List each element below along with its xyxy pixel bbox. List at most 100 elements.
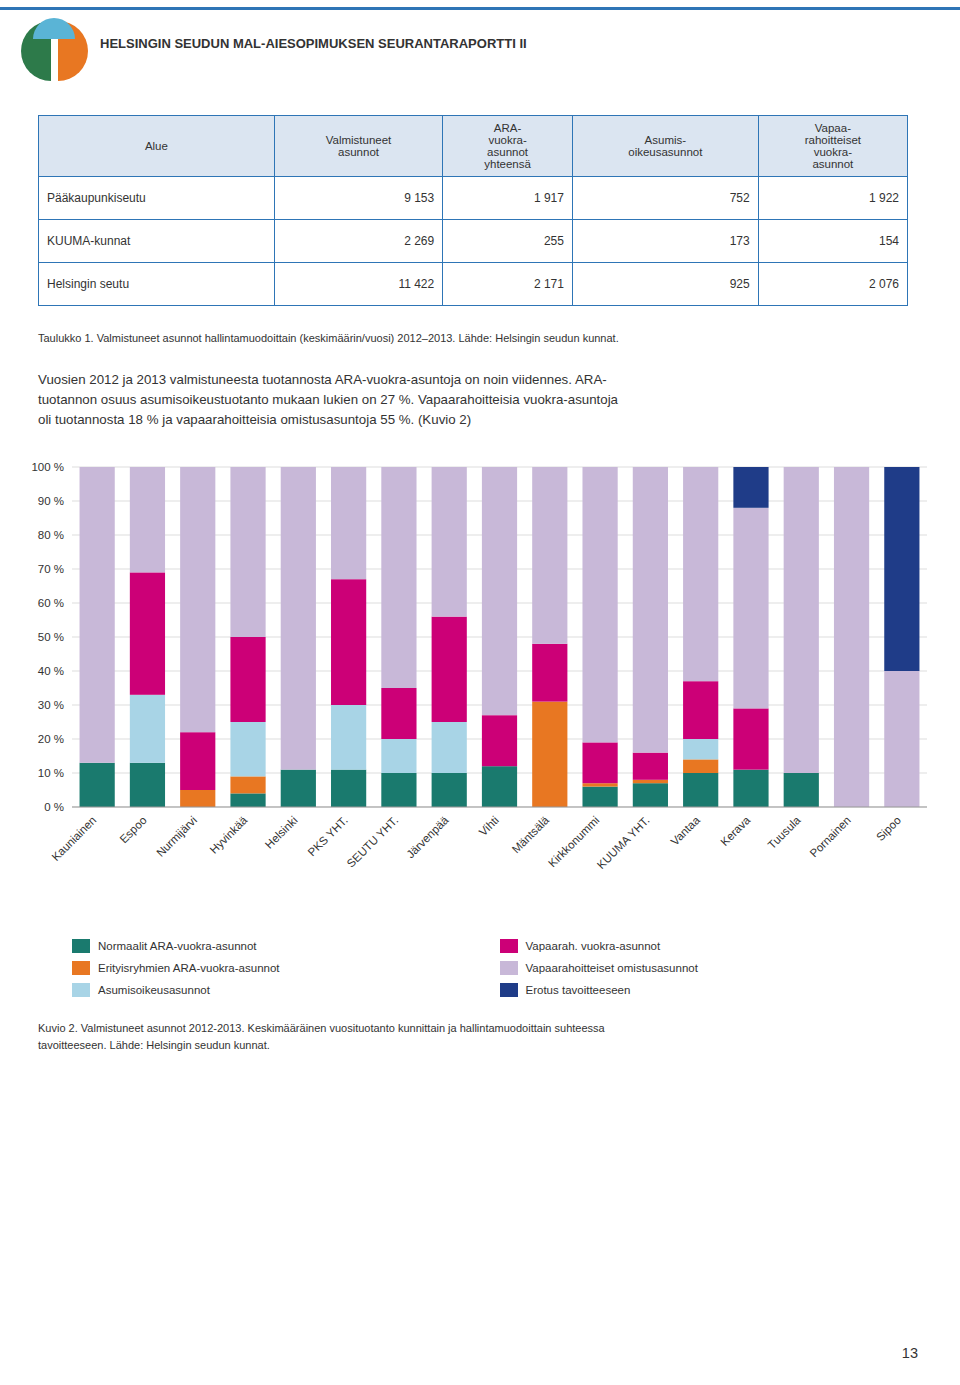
- bar-segment: [281, 770, 316, 807]
- bar-segment: [482, 766, 517, 807]
- table-row: AlueValmistuneet asunnotARA- vuokra- asu…: [39, 116, 908, 177]
- bar-segment: [683, 681, 718, 739]
- x-tick-label: Espoo: [117, 814, 149, 846]
- logo-part: [33, 18, 75, 39]
- table-cell: 11 422: [274, 263, 442, 306]
- bar-segment: [180, 467, 215, 468]
- bar-segment: [784, 467, 819, 773]
- bar-segment: [80, 763, 115, 807]
- table-cell: 2 076: [758, 263, 907, 306]
- bar-segment: [683, 467, 718, 468]
- grid: [72, 467, 927, 807]
- x-tick-label: Kirkkonummi: [546, 814, 601, 869]
- legend-label: Erityisryhmien ARA-vuokra-asunnot: [98, 962, 280, 974]
- x-tick-label: Hyvinkää: [208, 814, 250, 856]
- bar-segment: [381, 467, 416, 688]
- x-tick-label: Vantaa: [668, 814, 702, 848]
- bar-segment: [582, 467, 617, 468]
- bar-segment: [180, 790, 215, 807]
- table-row: KUUMA-kunnat2 269255173154: [39, 220, 908, 263]
- legend-label: Asumisoikeusasunnot: [98, 984, 210, 996]
- bar-segment: [331, 579, 366, 705]
- bar-segment: [582, 787, 617, 807]
- x-tick-label: SEUTU YHT.: [345, 814, 401, 870]
- bar-segment: [733, 708, 768, 769]
- x-tick-label: Vihti: [477, 814, 501, 838]
- y-tick-label: 80 %: [38, 529, 64, 541]
- legend-swatch: [72, 961, 90, 975]
- bar-segment: [381, 467, 416, 468]
- bar-segment: [381, 739, 416, 773]
- y-tick-label: 0 %: [44, 801, 64, 813]
- bar-segment: [482, 467, 517, 468]
- paragraph: Vuosien 2012 ja 2013 valmistuneesta tuot…: [38, 370, 918, 430]
- table-cell: 255: [443, 220, 573, 263]
- bar-segment: [381, 773, 416, 807]
- y-tick-label: 90 %: [38, 495, 64, 507]
- bar-segment: [884, 671, 919, 807]
- bar-segment: [482, 467, 517, 715]
- y-tick-label: 70 %: [38, 563, 64, 575]
- table-cell: Helsingin seutu: [39, 263, 275, 306]
- x-tick-label: PKS YHT.: [306, 814, 350, 858]
- bar-segment: [733, 467, 768, 508]
- legend-item: Asumisoikeusasunnot: [72, 979, 500, 1001]
- bar-segment: [582, 783, 617, 786]
- bar-segment: [130, 572, 165, 694]
- bar-segment: [582, 742, 617, 783]
- bar-segment: [180, 732, 215, 790]
- x-tick-label: Mäntsälä: [510, 814, 552, 856]
- table-header-cell: Alue: [39, 116, 275, 177]
- bar-segment: [230, 776, 265, 793]
- bar-segment: [683, 759, 718, 773]
- bar-segment: [130, 467, 165, 468]
- grid-line: [72, 807, 927, 808]
- legend-label: Vapaarahoitteiset omistusasunnot: [526, 962, 698, 974]
- x-tick-label: Kauniainen: [49, 814, 98, 863]
- chart: 0 %10 %20 %30 %40 %50 %60 %70 %80 %90 %1…: [0, 455, 960, 930]
- table-header-cell: ARA- vuokra- asunnot yhteensä: [443, 116, 573, 177]
- x-tick-label: KUUMA YHT.: [595, 814, 652, 871]
- paragraph-line: oli tuotannosta 18 % ja vapaarahoitteisi…: [38, 410, 918, 430]
- bar-segment: [281, 467, 316, 770]
- bar-segment: [683, 773, 718, 807]
- bar-segment: [230, 722, 265, 776]
- bar-segment: [633, 467, 668, 753]
- table-body: Pääkaupunkiseutu9 1531 9177521 922KUUMA-…: [39, 177, 908, 306]
- bar-segment: [230, 467, 265, 637]
- table: AlueValmistuneet asunnotARA- vuokra- asu…: [38, 115, 908, 306]
- bar-segment: [331, 705, 366, 770]
- bar-segment: [381, 688, 416, 739]
- bar-segment: [432, 467, 467, 468]
- bars: [80, 467, 920, 807]
- bar-segment: [683, 467, 718, 681]
- bar-segment: [532, 644, 567, 702]
- page-number: 13: [902, 1345, 918, 1361]
- legend-item: Erityisryhmien ARA-vuokra-asunnot: [72, 957, 500, 979]
- figure-caption-line: tavoitteeseen. Lähde: Helsingin seudun k…: [38, 1037, 605, 1054]
- legend-label: Vapaarah. vuokra-asunnot: [526, 940, 661, 952]
- legend-item: Normaalit ARA-vuokra-asunnot: [72, 935, 500, 957]
- bar-segment: [331, 770, 366, 807]
- legend-swatch: [72, 983, 90, 997]
- table-header-cell: Valmistuneet asunnot: [274, 116, 442, 177]
- bar-segment: [633, 753, 668, 780]
- logo: [18, 12, 90, 84]
- table-cell: 2 171: [443, 263, 573, 306]
- table-cell: 154: [758, 220, 907, 263]
- table-row: Pääkaupunkiseutu9 1531 9177521 922: [39, 177, 908, 220]
- table-row: Helsingin seutu11 4222 1719252 076: [39, 263, 908, 306]
- y-tick-label: 20 %: [38, 733, 64, 745]
- bar-segment: [784, 467, 819, 468]
- x-tick-label: Tuusula: [766, 814, 804, 852]
- paragraph-line: Vuosien 2012 ja 2013 valmistuneesta tuot…: [38, 370, 918, 390]
- table-head: AlueValmistuneet asunnotARA- vuokra- asu…: [39, 116, 908, 177]
- bar-segment: [482, 715, 517, 766]
- bar-segment: [532, 467, 567, 468]
- bar-segment: [633, 467, 668, 468]
- figure-caption-line: Kuvio 2. Valmistuneet asunnot 2012-2013.…: [38, 1020, 605, 1037]
- bar-segment: [130, 695, 165, 763]
- bar-segment: [432, 617, 467, 722]
- legend-label: Erotus tavoitteeseen: [526, 984, 631, 996]
- bar-segment: [784, 773, 819, 807]
